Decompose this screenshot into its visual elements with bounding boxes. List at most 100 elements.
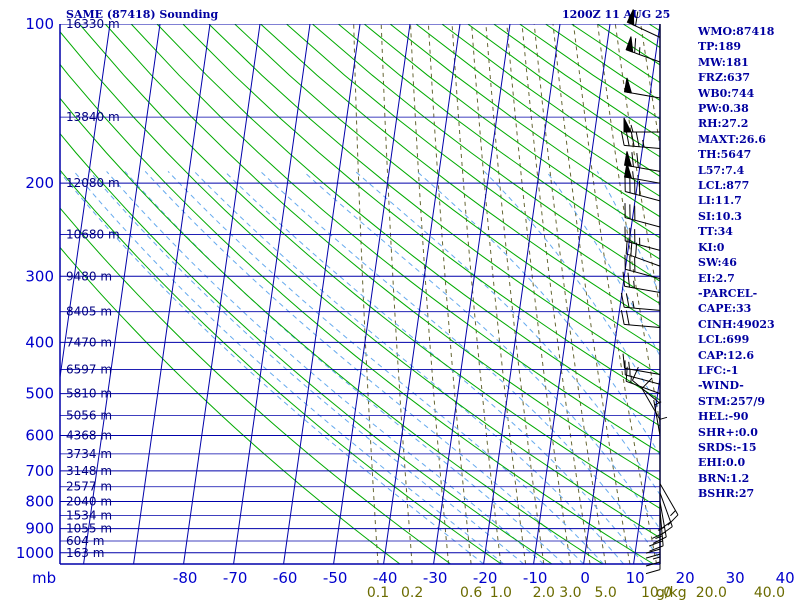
pressure-tick-label: 900 xyxy=(25,520,54,538)
moist-adiabat xyxy=(260,171,660,560)
height-label: 5810 m xyxy=(66,387,112,401)
temperature-tick-label: 40 xyxy=(776,569,795,587)
mixing-ratio-unit: g/kg xyxy=(656,585,687,600)
isotherm xyxy=(283,24,361,564)
wind-barb xyxy=(625,36,661,63)
moist-adiabat xyxy=(416,171,660,456)
height-label: 8405 m xyxy=(66,305,112,319)
dry-adiabat xyxy=(208,24,660,376)
isotherm xyxy=(0,24,10,564)
mixing-ratio-line xyxy=(521,24,591,564)
index-item: KI:0 xyxy=(698,240,725,254)
pressure-tick-label: 200 xyxy=(25,174,54,192)
isotherm xyxy=(433,24,511,564)
temperature-tick-label: -10 xyxy=(523,569,548,587)
pressure-tick-label: 300 xyxy=(25,267,54,285)
wind-barb xyxy=(631,366,661,404)
wind-barb xyxy=(623,163,661,184)
wind-barb xyxy=(626,9,661,38)
mixing-ratio-label: 40.0 xyxy=(754,585,785,600)
moist-adiabat xyxy=(224,171,644,564)
index-item: LI:11.7 xyxy=(698,194,742,208)
index-item: CAPE:33 xyxy=(698,302,752,316)
isotherm xyxy=(133,24,211,564)
wind-barb xyxy=(623,151,661,172)
index-item: -WIND- xyxy=(698,379,744,393)
index-item: LFC:-1 xyxy=(698,363,739,377)
moist-adiabat xyxy=(124,171,564,564)
mixing-ratio-line xyxy=(410,24,450,564)
temperature-tick-label: -70 xyxy=(223,569,248,587)
height-label: 2577 m xyxy=(66,480,112,494)
isotherm xyxy=(333,24,411,564)
mixing-ratio-label: 20.0 xyxy=(696,585,727,600)
wind-barb xyxy=(625,239,661,267)
height-label: 1055 m xyxy=(66,522,112,536)
index-item: FRZ:637 xyxy=(698,71,751,85)
wind-barb xyxy=(620,131,661,150)
isotherm xyxy=(784,24,800,564)
moist-adiabat xyxy=(193,171,624,564)
dry-adiabat xyxy=(234,24,660,352)
height-label: 4368 m xyxy=(66,428,112,442)
height-label: 7470 m xyxy=(66,335,112,349)
wind-barb xyxy=(622,353,661,375)
mixing-ratio-line xyxy=(597,24,660,426)
index-item: LCL:699 xyxy=(698,333,750,347)
mixing-ratio-label: 3.0 xyxy=(559,585,581,600)
wind-barb xyxy=(659,483,679,526)
isotherm xyxy=(633,373,660,564)
isotherm xyxy=(383,24,461,564)
index-item: BSHR:27 xyxy=(698,487,755,501)
mixing-ratio-line xyxy=(427,24,472,564)
isotherm xyxy=(183,24,261,564)
mixing-ratio-line xyxy=(506,24,571,564)
moist-adiabat xyxy=(144,171,584,564)
height-label: 2040 m xyxy=(66,495,112,509)
mixing-ratio-line xyxy=(380,24,413,564)
mixing-ratio-label: 0.1 xyxy=(367,585,389,600)
height-label: 3148 m xyxy=(66,464,112,478)
height-label: 12080 m xyxy=(66,176,120,190)
dry-adiabat xyxy=(312,24,660,282)
pressure-tick-label: 100 xyxy=(25,15,54,33)
pressure-tick-label: 500 xyxy=(25,385,54,403)
mixing-ratio-line xyxy=(485,24,545,564)
dry-adiabat xyxy=(60,246,401,564)
dry-adiabat xyxy=(104,24,660,481)
mixing-ratio-line xyxy=(353,24,379,564)
dry-adiabat xyxy=(60,63,654,564)
mixing-ratio-label: 1.0 xyxy=(490,585,512,600)
index-item: SW:46 xyxy=(698,256,737,270)
temperature-tick-label: -80 xyxy=(173,569,198,587)
isotherm xyxy=(533,24,611,564)
wind-barb xyxy=(624,226,661,251)
index-item: WB0:744 xyxy=(698,86,755,100)
dry-adiabat xyxy=(60,132,553,564)
index-item: -PARCEL- xyxy=(698,286,758,300)
moist-adiabat xyxy=(106,171,544,564)
height-label: 5056 m xyxy=(66,409,112,423)
chart-grid xyxy=(0,24,800,564)
temperature-tick-label: -60 xyxy=(273,569,298,587)
chart-title: SAME (87418) Sounding xyxy=(66,8,219,21)
temperature-tick-label: 0 xyxy=(580,569,590,587)
wind-barb xyxy=(620,310,661,329)
index-item: RH:27.2 xyxy=(698,117,749,131)
temperature-tick-label: -40 xyxy=(373,569,398,587)
height-label: 1534 m xyxy=(66,508,112,522)
height-label: 16330 m xyxy=(66,17,120,31)
dry-adiabat xyxy=(60,169,502,564)
mixing-ratio-line xyxy=(471,24,527,564)
mixing-ratio-label: 2.0 xyxy=(533,585,555,600)
height-label: 163 m xyxy=(66,546,104,560)
height-label: 10680 m xyxy=(66,227,120,241)
wind-barb-column xyxy=(620,9,679,575)
height-label: 3734 m xyxy=(66,447,112,461)
index-item: SHR+:0.0 xyxy=(698,425,758,439)
index-item: WMO:87418 xyxy=(698,25,775,38)
moist-adiabat xyxy=(303,171,660,530)
sounding-indices: WMO:87418 TP:189 MW:181 FRZ:637 WB0:744 PW:0.… xyxy=(698,24,775,502)
